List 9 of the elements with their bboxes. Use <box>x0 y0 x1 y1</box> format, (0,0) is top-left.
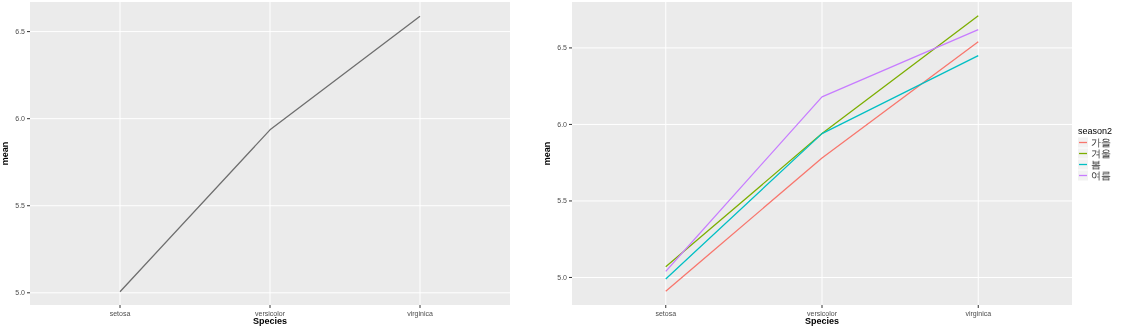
legend-title: season2 <box>1078 125 1113 136</box>
y-axis-title: mean <box>0 141 10 166</box>
legend-label: 겨울 <box>1091 148 1111 159</box>
legend-label: 가을 <box>1091 137 1111 148</box>
legend-label: 봄 <box>1091 159 1101 170</box>
x-axis-title: Species <box>252 316 288 326</box>
legend-label: 여름 <box>1091 170 1111 181</box>
x-axis-title: Species <box>804 316 840 326</box>
y-axis-title: mean <box>542 141 552 166</box>
